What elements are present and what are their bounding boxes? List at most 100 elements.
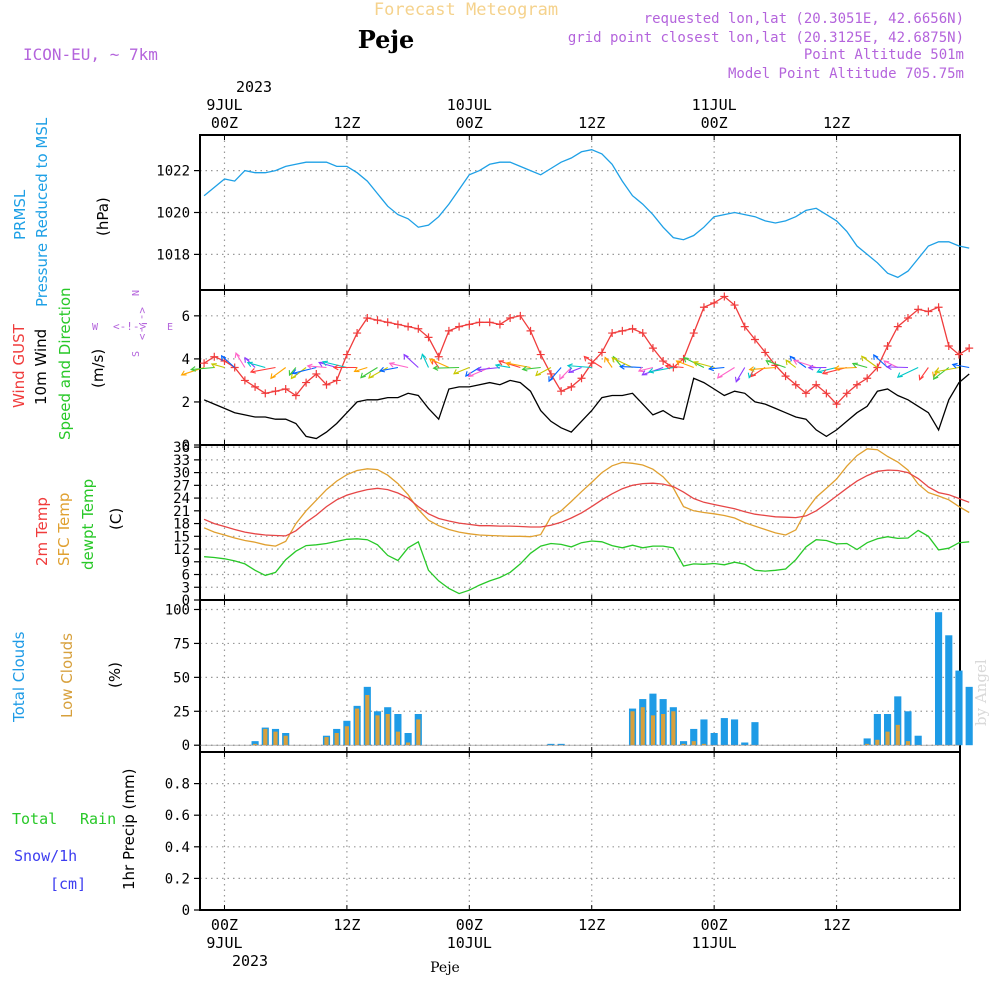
gust-marker (761, 348, 770, 357)
bottom-date-label: 10JUL (447, 934, 492, 952)
gust-marker (832, 400, 841, 409)
low-cloud-bar (283, 735, 288, 746)
wind-arrow (318, 361, 337, 369)
total-cloud-bar (730, 719, 739, 746)
gust-marker (822, 389, 831, 398)
low-cloud-bar (355, 708, 360, 746)
gust-line (203, 295, 970, 406)
cloud-panel-labels: Total Clouds Low Clouds (%) (10, 631, 124, 723)
wind-arrow-head (291, 369, 298, 375)
wind-arrow (567, 365, 592, 369)
wind-arrow-head (750, 371, 757, 378)
low-cloud-bar (324, 737, 329, 746)
gust-marker (903, 313, 912, 322)
wind-arrow-head (933, 367, 941, 374)
bottom-tick-label: 00Z (211, 916, 238, 934)
gust-marker (638, 329, 647, 338)
y-tick-label: 0.8 (165, 777, 190, 793)
gust-marker (914, 305, 923, 314)
low-cloud-bar (385, 714, 390, 746)
wind-arrow (211, 363, 225, 369)
low-cloud-bar (650, 715, 656, 746)
gust-marker (393, 320, 402, 329)
gust-marker (332, 376, 341, 385)
wind-arrow (604, 357, 613, 368)
chart-title: Forecast Meteogram (374, 0, 558, 20)
wind-arrow (952, 363, 970, 369)
wind-arrow-head (535, 370, 542, 377)
total-clouds-label: Total Clouds (10, 631, 28, 723)
total-cloud-bar (904, 711, 912, 746)
gust-marker (465, 320, 474, 329)
wind-arrow-head (403, 353, 409, 360)
gust-marker (526, 326, 535, 335)
total-cloud-bar (404, 733, 412, 746)
wind-arrow-head (792, 359, 799, 365)
total-cloud-bar (679, 741, 688, 746)
y-tick-label: 30 (173, 466, 190, 482)
wind-arrow (735, 367, 746, 383)
wind-arrow-head (951, 362, 958, 369)
wind-arrow-head (896, 372, 903, 378)
gust-marker (322, 380, 331, 389)
wind-arrow-head (619, 363, 625, 370)
wind-arrow (270, 367, 287, 379)
wind-arrow (638, 366, 654, 372)
low-cloud-bar (865, 743, 870, 746)
total-cloud-bar (955, 670, 963, 746)
wind-arrow-head (765, 360, 772, 366)
total-cloud-bar (690, 728, 698, 746)
gust-marker (261, 389, 270, 398)
total-cloud-bar (935, 612, 943, 746)
wind-arrow (235, 352, 246, 368)
wind-arrow-head (885, 364, 892, 371)
gust-marker (567, 382, 576, 391)
top-date-label: 11JUL (692, 96, 737, 114)
model-altitude: Model Point Altitude 705.75m (728, 66, 964, 82)
gust-marker (863, 374, 872, 383)
gust-marker (842, 389, 851, 398)
wind-arrow-head (360, 372, 366, 379)
wind-arrow (495, 364, 511, 369)
total-cloud-bar (751, 722, 759, 746)
wind-arrow-head (290, 373, 297, 380)
wind-arrow-head (246, 361, 253, 367)
low-cloud-bar (905, 741, 911, 746)
temp-dewpt-label: dewpt Temp (79, 479, 97, 570)
y-tick-label: 2 (182, 395, 190, 411)
wind-arrow-head (189, 366, 197, 372)
gust-marker (536, 350, 545, 359)
gust-marker (200, 359, 209, 368)
wind-arrow-head (353, 367, 360, 373)
wind-arrow-head (883, 360, 890, 366)
y-tick-label: 0.2 (165, 871, 190, 887)
wind-arrow (887, 366, 908, 369)
low-cloud-bar (630, 711, 635, 746)
location-title: Peje (358, 25, 415, 54)
y-tick-label: 18 (173, 517, 190, 533)
bottom-date-label: 11JUL (692, 934, 737, 952)
wind-arrow (307, 365, 327, 369)
top-tick-label: 12Z (823, 114, 850, 132)
top-year-label: 2023 (236, 78, 272, 96)
wind-gust-label: Wind GUST (10, 323, 28, 408)
wind-arrow (221, 355, 236, 368)
wind-arrow (453, 366, 470, 375)
wind-arrow (360, 367, 378, 379)
wind-arrow-head (932, 374, 939, 380)
bottom-tick-label: 12Z (578, 916, 605, 934)
wind-arrow-head (611, 357, 618, 363)
precip-unit: 1hr Precip (mm) (120, 769, 138, 890)
y-tick-label: 6 (182, 309, 190, 325)
wind-arrow-head (432, 365, 439, 371)
total-cloud-bar (863, 738, 871, 746)
wind-arrow-head (559, 374, 565, 381)
compass-horizontal-arrows: <-!-> (113, 320, 146, 333)
panel-0: 1018 1020 1022 (156, 134, 961, 291)
low-cloud-bar (701, 743, 707, 746)
sfc-temp-line (203, 448, 970, 547)
gust-marker (750, 335, 759, 344)
y-tick-label: 1022 (156, 164, 190, 180)
gust-marker (618, 326, 627, 335)
